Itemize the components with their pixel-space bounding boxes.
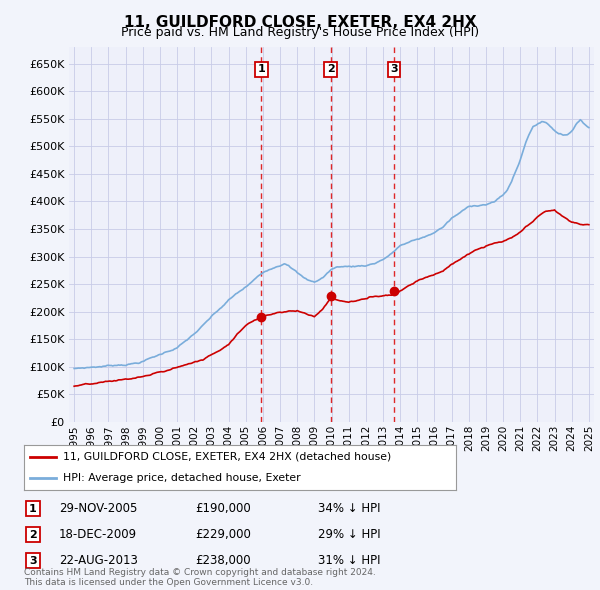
- Text: 34% ↓ HPI: 34% ↓ HPI: [318, 502, 380, 515]
- Text: £238,000: £238,000: [195, 554, 251, 567]
- Text: 18-DEC-2009: 18-DEC-2009: [59, 528, 137, 541]
- Text: 29-NOV-2005: 29-NOV-2005: [59, 502, 137, 515]
- Text: £229,000: £229,000: [195, 528, 251, 541]
- Text: 3: 3: [29, 556, 37, 565]
- Text: 11, GUILDFORD CLOSE, EXETER, EX4 2HX (detached house): 11, GUILDFORD CLOSE, EXETER, EX4 2HX (de…: [63, 451, 391, 461]
- Text: 1: 1: [29, 504, 37, 513]
- Text: Contains HM Land Registry data © Crown copyright and database right 2024.
This d: Contains HM Land Registry data © Crown c…: [24, 568, 376, 587]
- Text: 22-AUG-2013: 22-AUG-2013: [59, 554, 137, 567]
- Text: 2: 2: [29, 530, 37, 539]
- Text: HPI: Average price, detached house, Exeter: HPI: Average price, detached house, Exet…: [63, 473, 301, 483]
- Text: £190,000: £190,000: [195, 502, 251, 515]
- Text: 31% ↓ HPI: 31% ↓ HPI: [318, 554, 380, 567]
- Text: 11, GUILDFORD CLOSE, EXETER, EX4 2HX: 11, GUILDFORD CLOSE, EXETER, EX4 2HX: [124, 15, 476, 30]
- Text: 2: 2: [327, 64, 335, 74]
- Text: 1: 1: [257, 64, 265, 74]
- Text: 29% ↓ HPI: 29% ↓ HPI: [318, 528, 380, 541]
- Text: 3: 3: [390, 64, 398, 74]
- Text: Price paid vs. HM Land Registry's House Price Index (HPI): Price paid vs. HM Land Registry's House …: [121, 26, 479, 39]
